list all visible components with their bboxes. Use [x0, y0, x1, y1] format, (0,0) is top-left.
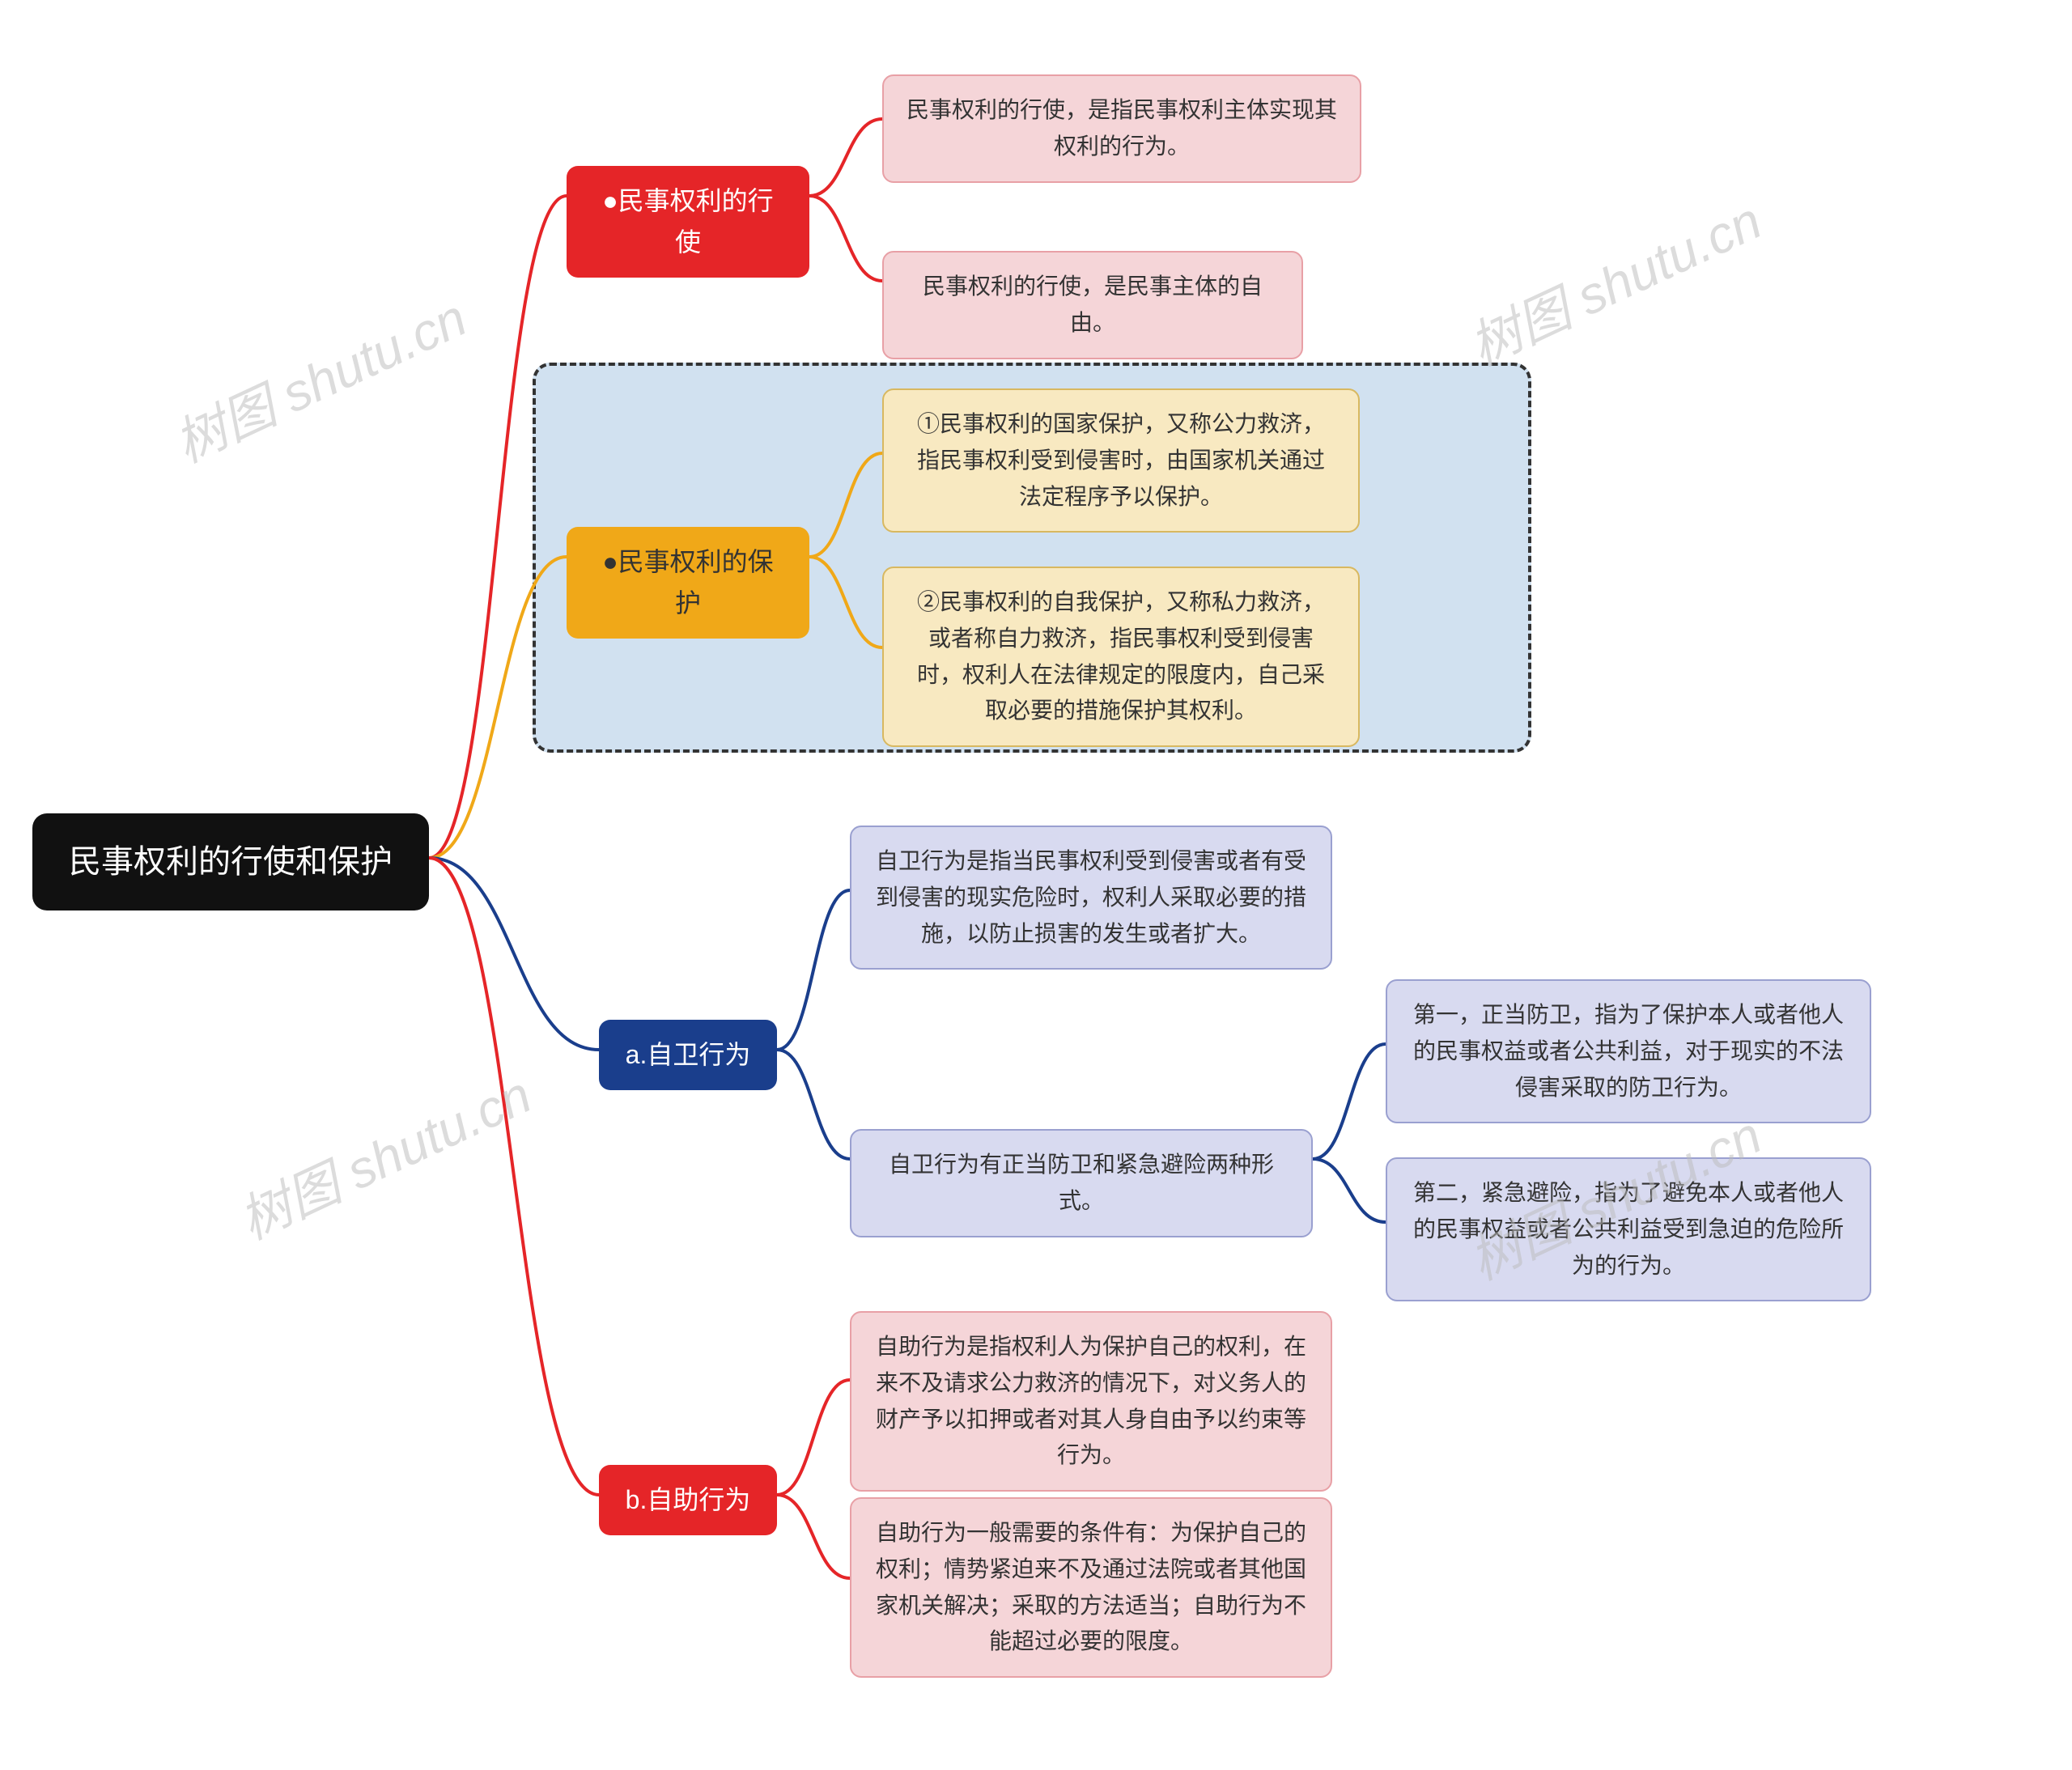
leaf-state-protection: ①民事权利的国家保护，又称公力救济，指民事权利受到侵害时，由国家机关通过法定程序…	[882, 388, 1360, 533]
branch-self-help: b.自助行为	[599, 1465, 777, 1535]
branch-self-defense: a.自卫行为	[599, 1020, 777, 1090]
watermark: 树图 shutu.cn	[161, 277, 477, 477]
leaf-defense-def: 自卫行为是指当民事权利受到侵害或者有受到侵害的现实危险时，权利人采取必要的措施，…	[850, 826, 1332, 970]
leaf-selfhelp-def: 自助行为是指权利人为保护自己的权利，在来不及请求公力救济的情况下，对义务人的财产…	[850, 1311, 1332, 1492]
leaf-exercise-def: 民事权利的行使，是指民事权利主体实现其权利的行为。	[882, 74, 1361, 183]
leaf-self-protection: ②民事权利的自我保护，又称私力救济，或者称自力救济，指民事权利受到侵害时，权利人…	[882, 567, 1360, 747]
branch-protection: ●民事权利的保护	[567, 527, 809, 639]
leaf-selfhelp-cond: 自助行为一般需要的条件有：为保护自己的权利；情势紧迫来不及通过法院或者其他国家机…	[850, 1497, 1332, 1678]
leaf-exercise-freedom: 民事权利的行使，是民事主体的自由。	[882, 251, 1303, 359]
watermark: 树图 shutu.cn	[1456, 180, 1772, 380]
watermark: 树图 shutu.cn	[226, 1054, 541, 1254]
leaf-emergency: 第二，紧急避险，指为了避免本人或者他人的民事权益或者公共利益受到急迫的危险所为的…	[1386, 1157, 1871, 1301]
leaf-justifiable: 第一，正当防卫，指为了保护本人或者他人的民事权益或者公共利益，对于现实的不法侵害…	[1386, 979, 1871, 1123]
branch-exercise: ●民事权利的行使	[567, 166, 809, 278]
root-node: 民事权利的行使和保护	[32, 813, 429, 910]
leaf-defense-forms: 自卫行为有正当防卫和紧急避险两种形式。	[850, 1129, 1313, 1237]
